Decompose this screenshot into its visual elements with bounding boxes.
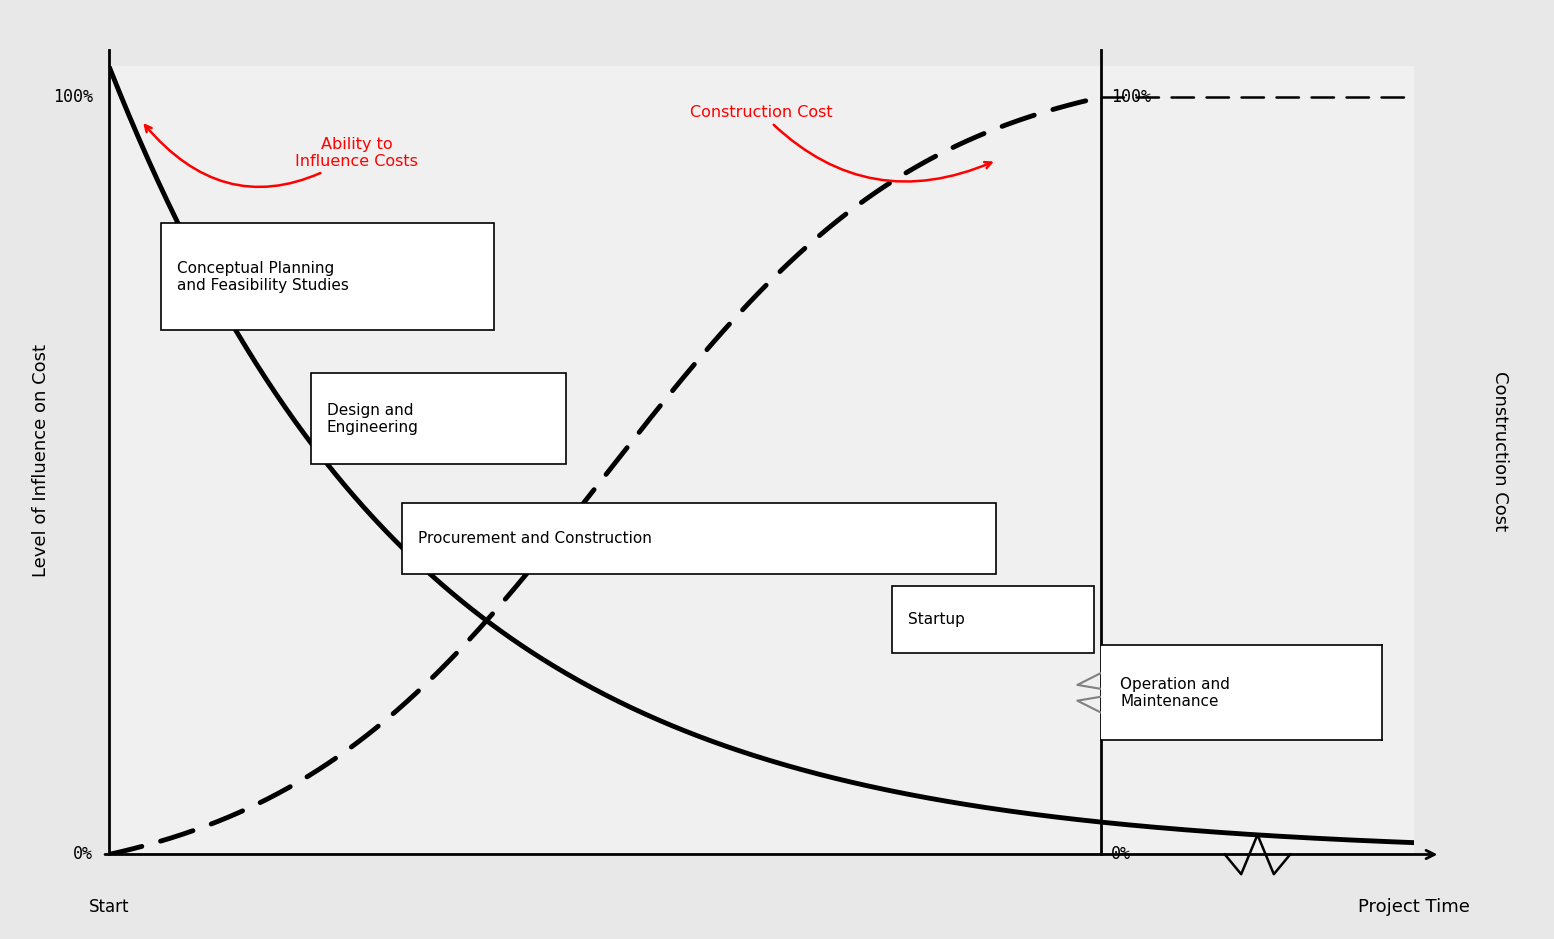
FancyBboxPatch shape	[311, 374, 566, 464]
Text: 100%: 100%	[1111, 88, 1152, 106]
Text: Startup: Startup	[908, 612, 965, 627]
Text: Ability to
Influence Costs: Ability to Influence Costs	[145, 125, 418, 187]
Text: Level of Influence on Cost: Level of Influence on Cost	[33, 344, 50, 577]
FancyBboxPatch shape	[402, 503, 996, 575]
Text: Construction Cost: Construction Cost	[1490, 371, 1509, 531]
Text: Project Time: Project Time	[1358, 898, 1470, 916]
Text: Operation and
Maintenance: Operation and Maintenance	[1120, 677, 1231, 709]
FancyBboxPatch shape	[892, 586, 1094, 654]
Text: Design and
Engineering: Design and Engineering	[326, 403, 418, 435]
Text: 0%: 0%	[1111, 845, 1131, 864]
FancyBboxPatch shape	[162, 223, 494, 330]
Text: Start: Start	[89, 898, 129, 916]
Text: Conceptual Planning
and Feasibility Studies: Conceptual Planning and Feasibility Stud…	[177, 260, 348, 293]
Text: Procurement and Construction: Procurement and Construction	[418, 531, 653, 546]
Text: 0%: 0%	[73, 845, 93, 864]
Text: Construction Cost: Construction Cost	[690, 105, 991, 181]
FancyBboxPatch shape	[1100, 645, 1382, 740]
Text: 100%: 100%	[53, 88, 93, 106]
